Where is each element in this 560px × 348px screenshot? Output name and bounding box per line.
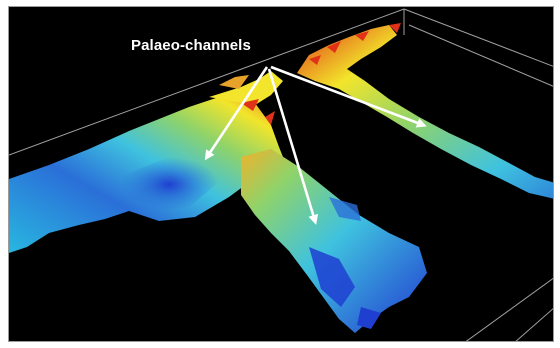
seismic-3d-viewport: Palaeo-channels: [8, 6, 554, 342]
annotation-arrows: [204, 65, 427, 225]
left-channel: [9, 71, 287, 253]
channel-visualization: [9, 8, 553, 341]
arrow-branch-channel: [267, 68, 319, 225]
right-channel: [297, 23, 553, 199]
branch-channel: [241, 149, 427, 333]
arrow-left-channel: [204, 66, 269, 161]
wireframe-box: [9, 8, 553, 341]
palaeo-channels-label: Palaeo-channels: [131, 37, 251, 54]
arrow-right-channel: [270, 65, 427, 128]
